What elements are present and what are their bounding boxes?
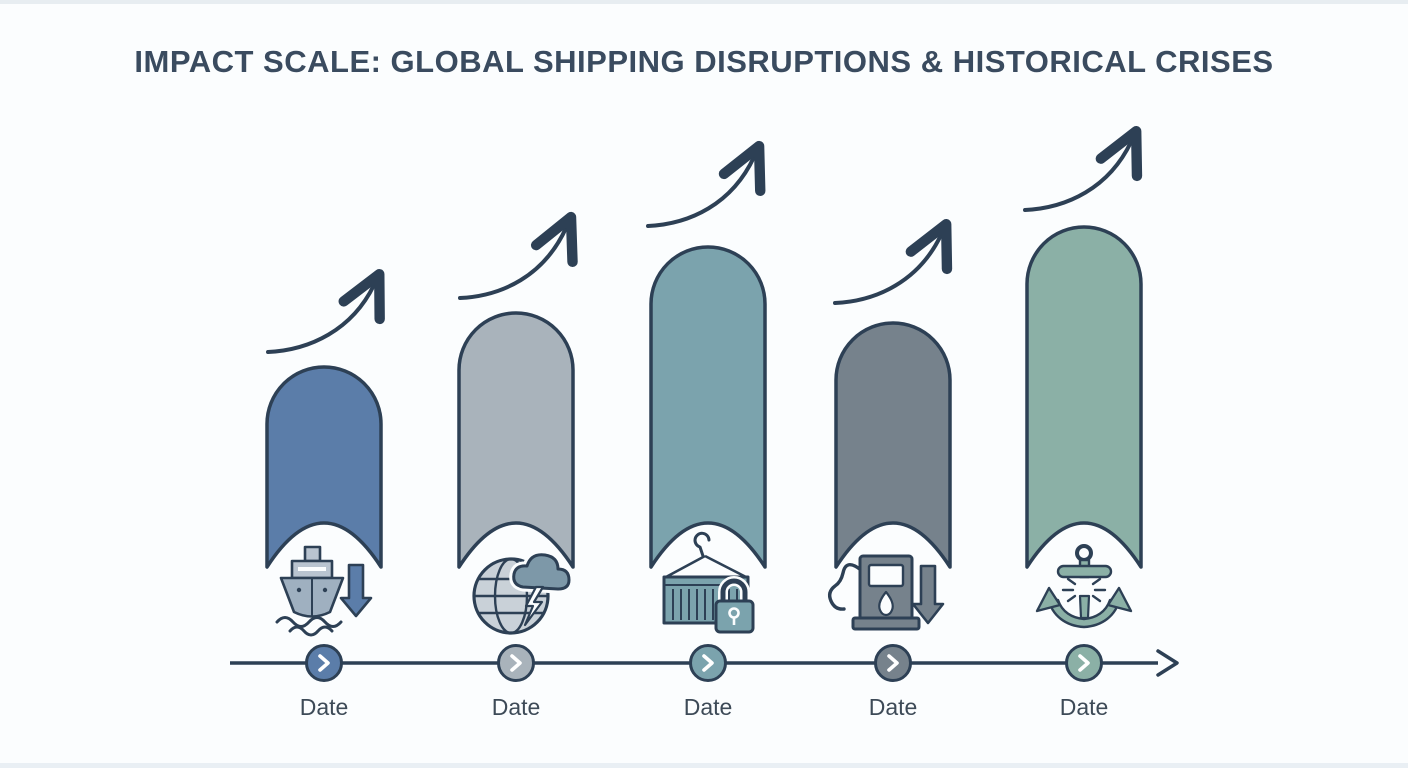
date-label-3: Date (684, 694, 733, 720)
page-title: IMPACT SCALE: GLOBAL SHIPPING DISRUPTION… (134, 44, 1274, 79)
bottom-edge-strip (0, 763, 1408, 768)
impact-bar-2 (457, 311, 575, 569)
anchor-stock (1056, 564, 1113, 579)
fuel-pump-down-icon (827, 554, 945, 631)
fuel-hose (827, 563, 863, 611)
timeline-arrowhead (1156, 649, 1179, 677)
chevron-right-icon (510, 654, 522, 672)
date-label-4: Date (869, 694, 918, 720)
timeline-node-3[interactable] (689, 644, 727, 682)
anchor-fluke (1035, 586, 1062, 613)
waves-icon (288, 625, 334, 637)
anchor-ring (1075, 544, 1093, 562)
top-edge-strip (0, 0, 1408, 4)
anchor-shank-bottom (1078, 594, 1091, 620)
chevron-right-icon (318, 654, 330, 672)
container-padlock-icon (662, 531, 755, 634)
fuel-drop-icon (878, 590, 894, 617)
growth-arrow-icon (646, 140, 766, 228)
lightning-icon (523, 585, 545, 627)
chevron-right-icon (1078, 654, 1090, 672)
ship-funnel (303, 545, 322, 563)
down-arrow-icon (339, 563, 373, 618)
down-arrow-icon (911, 564, 945, 625)
timeline-node-4[interactable] (874, 644, 912, 682)
pump-screen (867, 563, 905, 588)
ship-porthole (322, 587, 328, 593)
padlock-shackle (720, 578, 748, 602)
globe-storm-icon (472, 550, 574, 635)
timeline-node-1[interactable] (305, 644, 343, 682)
date-label-2: Date (492, 694, 541, 720)
timeline-node-2[interactable] (497, 644, 535, 682)
impact-bar-4 (834, 321, 952, 569)
storm-cloud-icon (512, 553, 571, 591)
impact-bar-5 (1025, 225, 1143, 569)
cargo-ship-down-icon (275, 545, 373, 637)
timeline-node-5[interactable] (1065, 644, 1103, 682)
chevron-right-icon (702, 654, 714, 672)
date-label-5: Date (1060, 694, 1109, 720)
growth-arrow-icon (833, 218, 953, 305)
date-label-1: Date (300, 694, 349, 720)
impact-bar-3 (649, 245, 767, 569)
break-spark-lines (1061, 577, 1107, 603)
broken-anchor-icon (1035, 544, 1133, 629)
waves-icon (275, 616, 343, 628)
growth-arrow-icon (1023, 125, 1143, 212)
growth-arrow-icon (266, 269, 385, 354)
impact-bar-1 (265, 365, 383, 569)
ship-porthole (296, 587, 302, 593)
crane-cables (665, 554, 747, 579)
pump-base (851, 616, 921, 631)
anchor-fluke (1106, 586, 1133, 613)
growth-arrow-icon (458, 211, 578, 300)
crane-hook-icon (693, 531, 711, 558)
chevron-right-icon (887, 654, 899, 672)
